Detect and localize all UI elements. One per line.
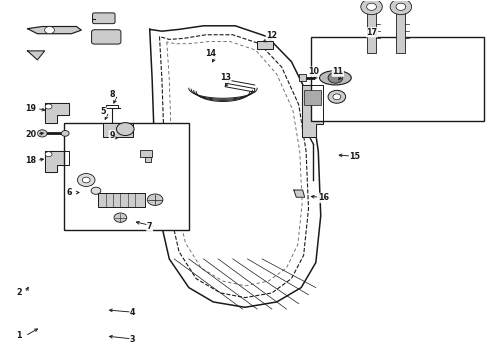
Text: 19: 19 <box>25 104 36 113</box>
Bar <box>299 74 306 81</box>
Circle shape <box>361 0 382 15</box>
FancyBboxPatch shape <box>92 30 121 44</box>
Polygon shape <box>45 103 69 123</box>
Bar <box>145 157 151 162</box>
Circle shape <box>91 187 101 194</box>
Ellipse shape <box>319 71 351 85</box>
Text: 12: 12 <box>266 31 277 40</box>
Circle shape <box>328 72 343 83</box>
Text: 20: 20 <box>25 130 37 139</box>
Bar <box>396 13 405 53</box>
Circle shape <box>333 94 341 100</box>
Text: 7: 7 <box>147 222 152 231</box>
Polygon shape <box>27 27 81 34</box>
Text: 5: 5 <box>100 107 106 116</box>
Text: 10: 10 <box>308 67 319 76</box>
Bar <box>311 37 485 121</box>
Bar <box>140 150 152 157</box>
Text: 14: 14 <box>205 49 216 58</box>
Circle shape <box>396 3 406 10</box>
Bar <box>64 123 189 230</box>
Circle shape <box>45 27 54 34</box>
Bar <box>103 123 133 137</box>
Text: 15: 15 <box>349 152 361 161</box>
Bar <box>257 41 273 49</box>
Text: 3: 3 <box>130 335 135 344</box>
Text: 18: 18 <box>25 156 37 165</box>
Circle shape <box>61 131 69 136</box>
Text: 8: 8 <box>109 90 115 99</box>
Polygon shape <box>294 190 305 197</box>
Circle shape <box>328 90 345 103</box>
Circle shape <box>77 174 95 186</box>
Bar <box>304 90 321 105</box>
FancyBboxPatch shape <box>93 13 115 24</box>
Circle shape <box>37 130 47 137</box>
Circle shape <box>367 3 376 10</box>
Circle shape <box>117 123 134 135</box>
Text: 1: 1 <box>17 332 22 341</box>
Text: 4: 4 <box>130 308 135 317</box>
Polygon shape <box>302 85 323 137</box>
Text: 16: 16 <box>318 193 329 202</box>
Bar <box>367 13 376 53</box>
Text: 6: 6 <box>66 188 72 197</box>
Text: 17: 17 <box>367 28 377 37</box>
Bar <box>98 193 145 207</box>
Circle shape <box>45 104 52 109</box>
Text: 2: 2 <box>17 288 22 297</box>
Polygon shape <box>45 150 69 172</box>
Polygon shape <box>27 51 45 60</box>
Circle shape <box>390 0 412 15</box>
Circle shape <box>82 177 90 183</box>
Text: 9: 9 <box>109 131 115 140</box>
Circle shape <box>114 213 127 222</box>
Circle shape <box>45 152 52 157</box>
Circle shape <box>147 194 163 206</box>
Text: 13: 13 <box>220 73 231 82</box>
Text: 11: 11 <box>332 67 343 76</box>
Bar <box>106 105 118 108</box>
